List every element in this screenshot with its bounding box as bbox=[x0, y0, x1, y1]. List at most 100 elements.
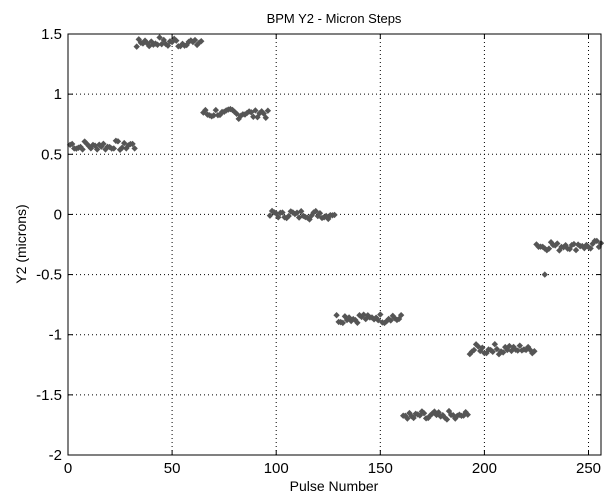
data-point bbox=[499, 349, 507, 356]
data-point bbox=[331, 211, 338, 219]
data-point bbox=[156, 34, 163, 41]
x-tick-label: 50 bbox=[164, 460, 181, 477]
data-point bbox=[420, 410, 428, 417]
data-point bbox=[516, 342, 524, 349]
data-point bbox=[260, 110, 267, 117]
data-point bbox=[202, 106, 209, 114]
data-point bbox=[68, 140, 76, 148]
data-point bbox=[131, 145, 138, 152]
data-point bbox=[264, 107, 272, 114]
data-point bbox=[168, 38, 176, 46]
data-point bbox=[489, 348, 496, 355]
data-point bbox=[129, 140, 136, 148]
y-tick-label: -1.5 bbox=[36, 387, 62, 404]
data-point bbox=[506, 342, 513, 350]
data-point bbox=[322, 212, 330, 220]
y-tick-label: -1 bbox=[49, 327, 62, 344]
data-point bbox=[150, 41, 157, 48]
data-point bbox=[545, 245, 553, 252]
data-point bbox=[279, 209, 286, 216]
data-point bbox=[135, 36, 142, 43]
x-tick-label: 250 bbox=[576, 460, 601, 477]
data-point bbox=[314, 212, 322, 220]
data-point bbox=[572, 246, 580, 254]
data-point bbox=[210, 112, 217, 119]
data-point bbox=[252, 107, 259, 114]
data-point bbox=[587, 245, 594, 252]
data-point bbox=[325, 215, 332, 223]
y-tick-label: 1.5 bbox=[41, 26, 62, 43]
data-point bbox=[231, 108, 238, 116]
data-point bbox=[170, 35, 178, 43]
data-point bbox=[339, 319, 347, 327]
data-point bbox=[143, 40, 151, 47]
y-tick-label: -0.5 bbox=[36, 267, 62, 284]
x-tick-label: 150 bbox=[368, 460, 393, 477]
x-tick-label: 200 bbox=[472, 460, 497, 477]
data-point bbox=[250, 113, 257, 120]
data-point bbox=[262, 114, 269, 121]
data-point bbox=[96, 141, 103, 148]
data-point bbox=[273, 210, 280, 217]
data-points bbox=[66, 34, 604, 423]
data-point bbox=[77, 143, 84, 151]
data-point bbox=[125, 142, 132, 149]
data-point bbox=[216, 111, 224, 119]
y-tick-label: 0 bbox=[54, 206, 62, 223]
data-point bbox=[248, 109, 255, 116]
data-point bbox=[198, 38, 205, 45]
data-point bbox=[354, 319, 361, 326]
data-point bbox=[173, 37, 180, 44]
data-point bbox=[100, 140, 107, 148]
data-point bbox=[493, 345, 501, 353]
y-axis-ticks: 1.5 1 0.5 0 -0.5 -1 -1.5 -2 bbox=[36, 26, 601, 464]
data-point bbox=[187, 37, 195, 44]
data-point bbox=[470, 346, 478, 354]
data-point bbox=[148, 38, 155, 45]
data-point bbox=[258, 108, 265, 115]
x-axis-ticks: 0 50 100 150 200 250 bbox=[64, 34, 601, 477]
data-point bbox=[87, 145, 95, 152]
plot-frame bbox=[67, 33, 602, 456]
y-tick-label: -2 bbox=[49, 447, 62, 464]
data-point bbox=[91, 142, 99, 149]
data-point bbox=[570, 240, 578, 248]
data-point bbox=[83, 140, 90, 147]
data-point bbox=[200, 109, 207, 116]
data-point bbox=[233, 110, 240, 117]
data-point bbox=[479, 344, 486, 351]
data-point bbox=[243, 109, 251, 117]
data-point bbox=[241, 111, 249, 118]
data-point bbox=[397, 311, 405, 319]
data-point bbox=[316, 210, 324, 217]
data-point bbox=[193, 41, 201, 49]
data-point bbox=[189, 38, 197, 46]
data-point bbox=[491, 340, 499, 348]
data-point bbox=[593, 237, 601, 245]
grid-lines bbox=[68, 34, 601, 455]
data-point bbox=[160, 36, 167, 44]
data-point bbox=[145, 42, 153, 50]
data-point bbox=[229, 106, 236, 114]
data-point bbox=[306, 216, 313, 223]
data-point bbox=[139, 40, 147, 47]
data-point bbox=[404, 415, 411, 422]
data-point bbox=[285, 212, 292, 220]
y-tick-label: 1 bbox=[54, 86, 62, 103]
data-point bbox=[283, 214, 290, 222]
y-tick-label: 0.5 bbox=[41, 146, 62, 163]
data-point bbox=[220, 108, 228, 116]
data-point bbox=[177, 42, 184, 50]
data-point bbox=[377, 311, 384, 318]
data-point bbox=[531, 348, 538, 355]
data-point bbox=[93, 146, 101, 153]
chart-title: BPM Y2 - Micron Steps bbox=[267, 11, 402, 26]
data-point bbox=[191, 36, 199, 44]
data-point bbox=[141, 37, 149, 44]
data-point bbox=[162, 40, 170, 48]
data-point bbox=[464, 411, 471, 418]
data-point bbox=[275, 214, 282, 221]
data-point bbox=[554, 240, 561, 247]
data-point bbox=[333, 312, 340, 319]
